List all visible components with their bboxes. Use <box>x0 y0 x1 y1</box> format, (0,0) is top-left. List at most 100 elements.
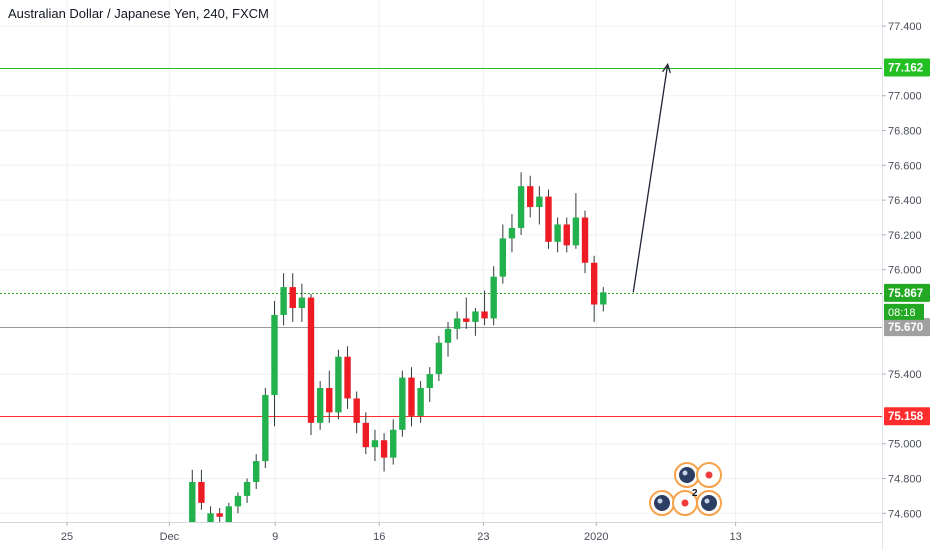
price-badge-label: 75.867 <box>888 288 923 300</box>
candle <box>536 186 543 225</box>
candle <box>399 370 406 437</box>
candle <box>216 508 223 522</box>
candle <box>444 321 452 357</box>
candle <box>362 412 370 455</box>
candle <box>408 367 415 427</box>
chart-title: Australian Dollar / Japanese Yen, 240, F… <box>8 6 269 21</box>
candle <box>243 478 251 503</box>
candle-body <box>335 356 342 413</box>
candle-body <box>234 495 242 507</box>
candle-body <box>243 481 251 496</box>
candle <box>426 367 433 402</box>
candle-body <box>316 388 324 423</box>
dot-event-icon[interactable] <box>696 462 722 488</box>
flag-event-icon[interactable] <box>674 462 700 488</box>
candle-body <box>590 262 598 305</box>
candle <box>390 419 397 465</box>
candle-body <box>207 513 214 522</box>
candle-body <box>326 388 333 413</box>
y-tick-label: 74.600 <box>888 508 922 520</box>
candle-body <box>554 224 561 242</box>
flag-event-icon[interactable] <box>696 490 722 516</box>
y-tick-label: 75.000 <box>888 439 922 451</box>
candle-body <box>490 276 497 319</box>
price-badges: 77.162 75.867 75.670 75.158 08:18 <box>884 58 930 426</box>
candle-body <box>572 217 580 246</box>
x-tick-label: 23 <box>477 531 489 543</box>
candle <box>298 283 306 322</box>
candle-body <box>408 377 415 416</box>
y-tick-label: 76.400 <box>888 195 922 207</box>
candle-body <box>426 374 433 389</box>
candle-body <box>481 311 488 319</box>
candle-body <box>280 287 287 315</box>
x-tick-label: 16 <box>373 531 385 543</box>
candle <box>234 492 242 514</box>
y-tick-label: 77.400 <box>888 21 922 33</box>
candle <box>307 294 315 435</box>
price-axis-bg <box>882 0 932 550</box>
candle-body <box>435 342 443 375</box>
countdown-badge: 08:18 <box>884 303 924 320</box>
candle-body <box>399 377 406 430</box>
candle-body <box>472 311 479 322</box>
candle-body <box>189 481 196 522</box>
y-tick-label: 76.800 <box>888 126 922 138</box>
candle <box>326 370 333 423</box>
candle <box>517 172 525 235</box>
price-badge: 75.158 <box>884 407 930 426</box>
event-icon-flag-detail <box>657 498 663 504</box>
candle-body <box>563 224 570 246</box>
event-icon-flag <box>654 495 670 511</box>
candle <box>499 224 507 284</box>
flag-event-icon[interactable] <box>649 490 675 516</box>
candle <box>600 287 607 312</box>
price-badge-label: 75.670 <box>888 322 923 334</box>
trend-arrow-head <box>662 62 671 74</box>
candle <box>554 217 561 253</box>
event-icon-dot <box>681 499 689 507</box>
candle-body <box>225 506 233 522</box>
candles <box>189 172 607 522</box>
y-tick-label: 76.000 <box>888 265 922 277</box>
event-icon-flag <box>679 467 695 483</box>
candle <box>463 297 470 329</box>
candle-body <box>262 394 269 462</box>
candle <box>253 454 260 489</box>
candle <box>380 433 388 472</box>
y-tick-label: 75.400 <box>888 369 922 381</box>
candle-body <box>390 429 397 458</box>
candle-body <box>581 217 589 263</box>
event-icon-dot <box>705 471 713 479</box>
event-icons[interactable]: 2 <box>649 462 722 516</box>
dot-event-icon[interactable] <box>672 490 698 516</box>
candle <box>563 217 570 253</box>
candle <box>335 349 342 420</box>
candle <box>472 307 479 336</box>
candle-body <box>545 196 552 242</box>
candle-body <box>362 422 370 448</box>
horizontal-levels <box>0 68 882 417</box>
candle <box>207 506 214 522</box>
price-badge-label: 77.162 <box>888 63 923 75</box>
y-tick-label: 76.200 <box>888 230 922 242</box>
candle-body <box>307 297 315 423</box>
y-tick-label: 74.800 <box>888 474 922 486</box>
price-badge-bg <box>884 283 930 302</box>
candle <box>371 429 379 462</box>
price-badge-bg <box>884 318 930 337</box>
candle <box>481 290 488 326</box>
y-tick-label: 77.000 <box>888 91 922 103</box>
candle-body <box>517 186 525 228</box>
candle-body <box>527 186 534 208</box>
candle-body <box>417 388 424 416</box>
price-badge-label: 75.158 <box>888 411 924 423</box>
event-icon-flag-detail <box>704 498 710 504</box>
candle-body <box>198 481 205 503</box>
candle <box>453 311 461 340</box>
candle <box>545 189 552 249</box>
x-tick-label: Dec <box>160 531 180 543</box>
candle <box>581 210 589 274</box>
